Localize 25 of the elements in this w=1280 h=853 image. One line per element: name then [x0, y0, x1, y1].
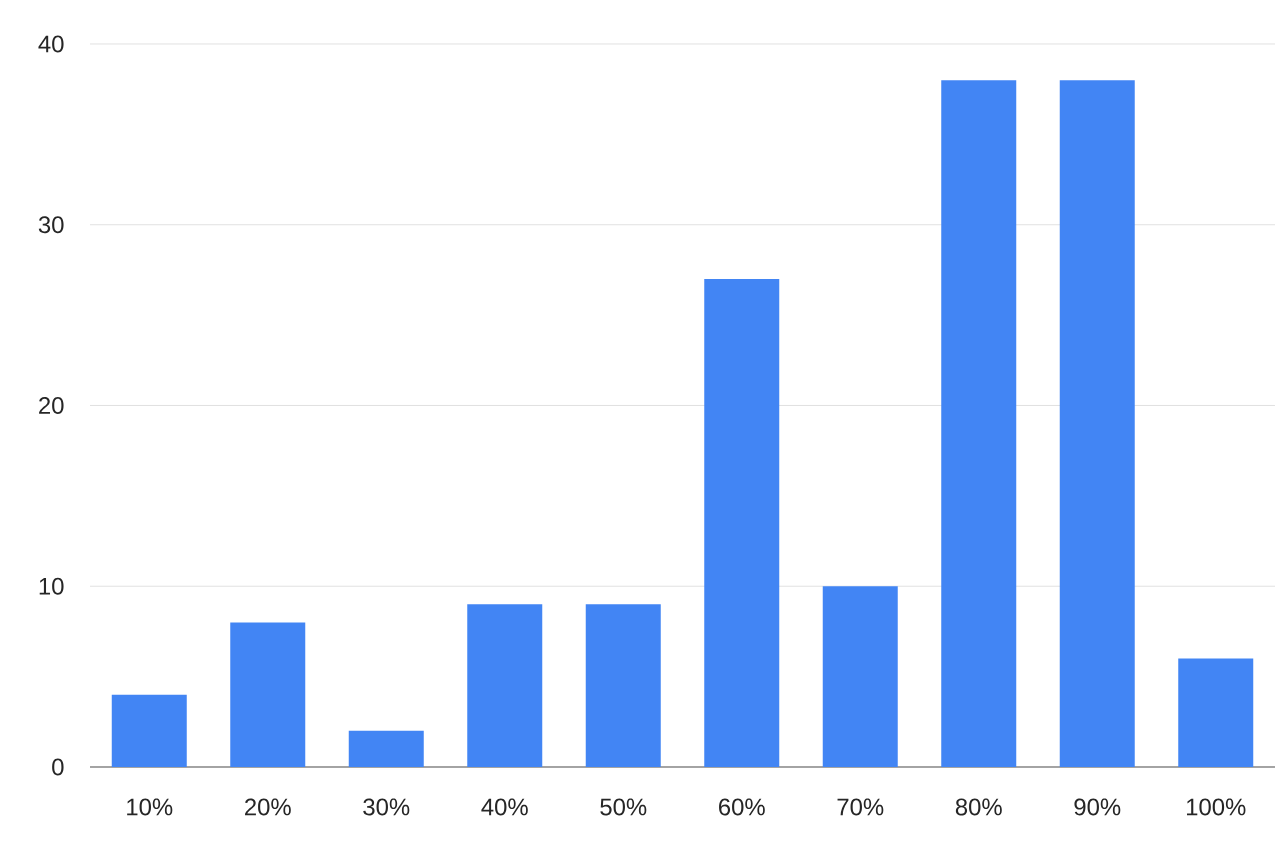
bar	[585, 604, 661, 767]
x-tick-label: 90%	[1074, 798, 1121, 816]
bar	[941, 80, 1017, 767]
y-tick-label: 0	[52, 758, 64, 776]
x-tick-label: 40%	[481, 798, 528, 816]
bar	[1178, 658, 1254, 767]
x-tick-label: 10%	[127, 798, 173, 816]
x-tick-label: 100%	[1187, 798, 1246, 816]
y-tick-label: 40	[38, 35, 64, 53]
x-tick-label: 30%	[363, 798, 410, 816]
bar	[467, 604, 543, 767]
bar	[111, 694, 187, 767]
y-tick-label: 20	[39, 397, 64, 414]
bar	[1059, 80, 1135, 767]
x-tick-label: 70%	[837, 798, 884, 816]
x-tick-label: 60%	[719, 798, 765, 816]
bar	[348, 730, 424, 767]
y-tick-label: 30	[38, 216, 64, 234]
x-tick-label: 80%	[955, 798, 1002, 816]
x-tick-label: 20%	[245, 798, 291, 816]
x-tick-label: 50%	[600, 798, 647, 816]
bar	[704, 278, 780, 767]
y-tick-label: 10	[39, 577, 64, 595]
bar	[822, 586, 898, 767]
bar	[230, 622, 306, 767]
